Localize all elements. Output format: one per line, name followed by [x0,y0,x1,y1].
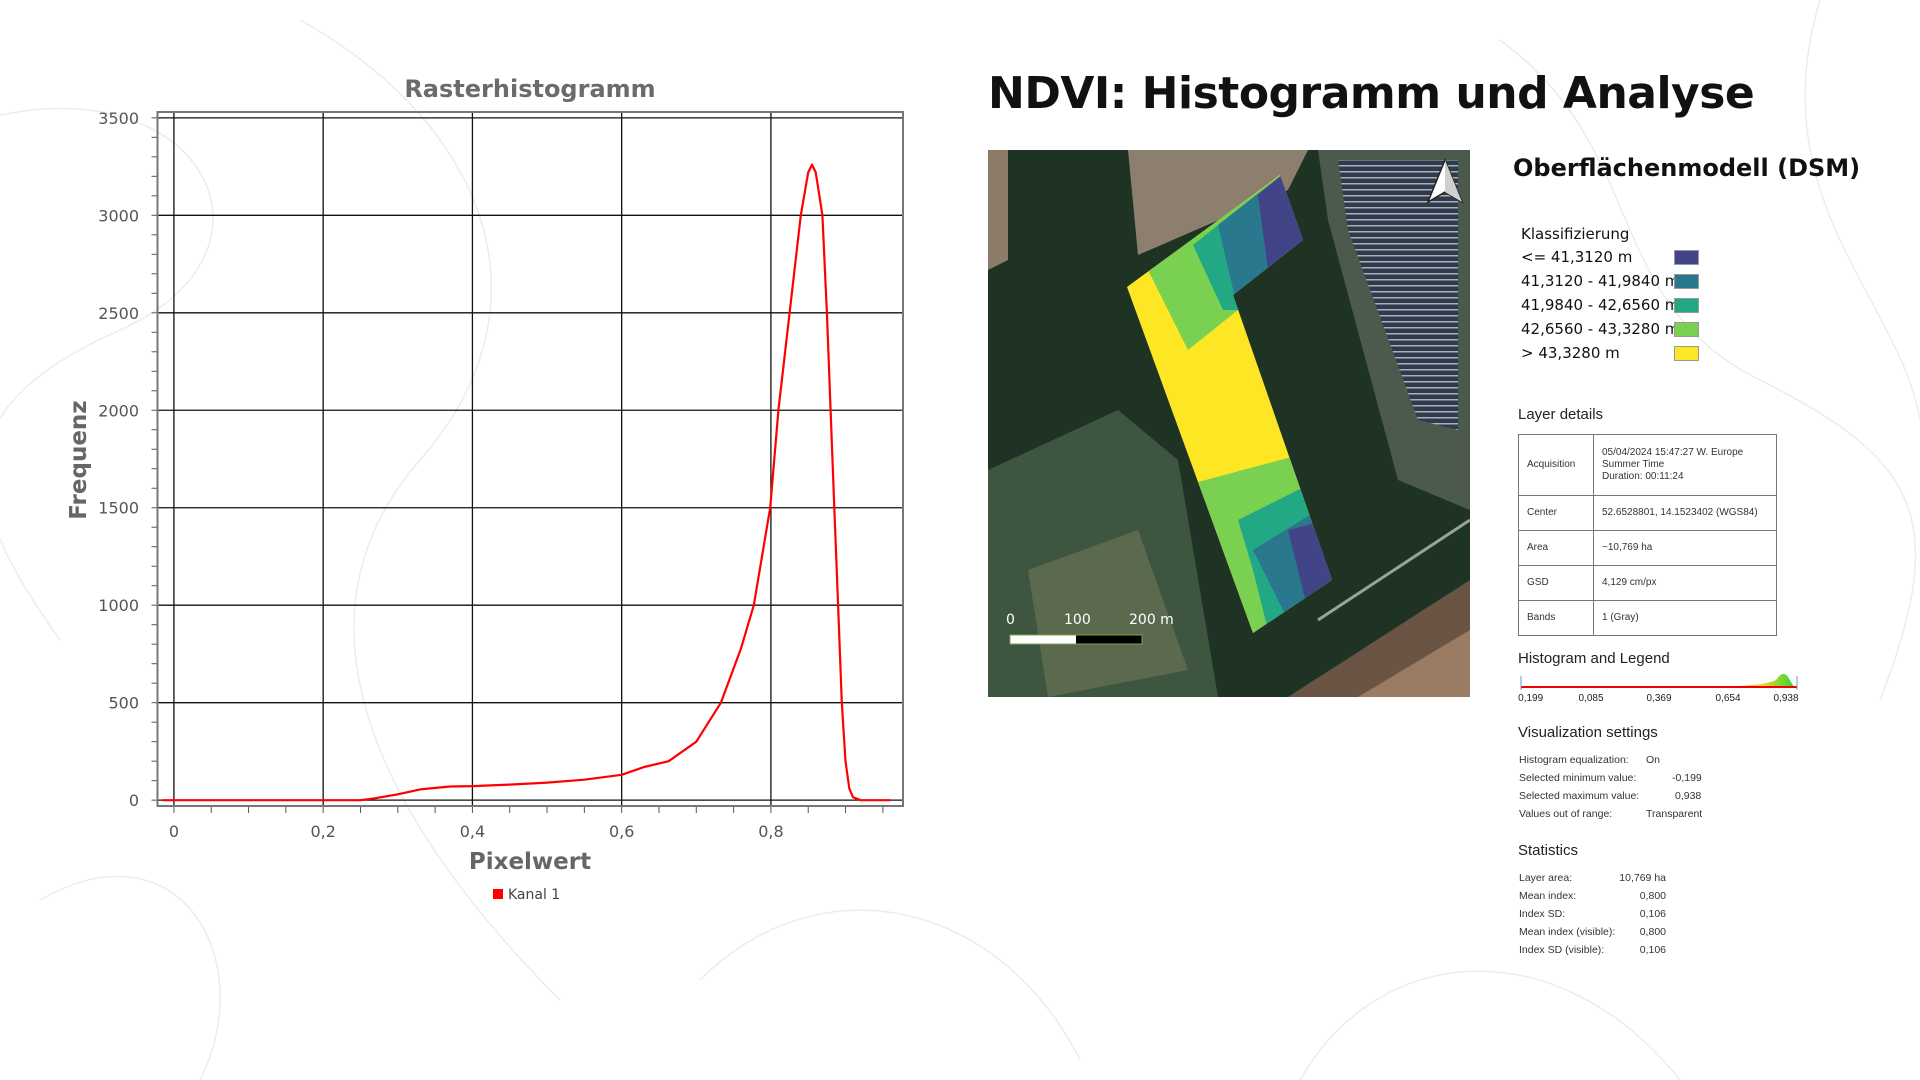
y-tick-label: 0 [129,791,139,810]
class-swatch [1674,274,1699,289]
north-arrow-icon [1426,158,1464,204]
series-layer [162,163,891,802]
row-value: ~10,769 ha [1593,530,1777,566]
y-tick-label: 2000 [98,401,139,420]
row-value: 05/04/2024 15:47:27 W. Europe Summer Time… [1593,434,1777,496]
y-tick-label: 500 [108,694,139,713]
layer-details-table: Acquisition 05/04/2024 15:47:27 W. Europe… [1518,434,1777,636]
row-key: Acquisition [1518,434,1594,496]
hist-tick: 0,654 [1715,693,1740,704]
legend-swatch-kanal-1 [493,889,503,899]
x-tick-label: 0,6 [609,822,634,841]
field-north [1128,150,1308,255]
histogram-legend-title: Histogram and Legend [1518,650,1670,667]
series-line-kanal-1 [162,163,891,802]
y-tick-label: 1000 [98,596,139,615]
scale-label-200: 200 m [1129,612,1174,628]
row-key: Area [1518,530,1594,566]
legend-class: 41,3120 - 41,9840 m [1521,272,1701,292]
legend-label-kanal-1: Kanal 1 [508,887,560,903]
statistic-row: Mean index (visible): 0,800 [1519,926,1666,938]
hist-tick: 0,369 [1646,693,1671,704]
hist-tick: 0,938 [1773,693,1798,704]
dsm-title: Oberflächenmodell (DSM) [1513,154,1861,182]
scale-label-0: 0 [1006,612,1015,628]
hist-tick: -0,199 [1518,693,1544,704]
class-swatch [1674,322,1699,337]
x-axis-label: Pixelwert [469,849,591,875]
class-swatch [1674,250,1699,265]
row-value: 4,129 cm/px [1593,565,1777,601]
statistic-row: Index SD: 0,106 [1519,908,1666,920]
table-row: Bands 1 (Gray) [1518,600,1777,636]
statistic-row: Mean index: 0,800 [1519,890,1666,902]
class-swatch [1674,298,1699,313]
y-tick-label: 2500 [98,304,139,323]
x-tick-label: 0 [169,822,179,841]
statistic-row: Layer area: 10,769 ha [1519,872,1666,884]
visualization-settings-title: Visualization settings [1518,724,1658,741]
axis-ticks: 0 0,2 0,4 0,6 0,8 0 500 1000 1500 2000 2500 3000 350… [98,109,884,841]
legend-class: 42,6560 - 43,3280 m [1521,320,1701,340]
y-tick-label: 3000 [98,206,139,225]
legend-class: 41,9840 - 42,6560 m [1521,296,1701,316]
y-axis-label: Frequenz [66,400,92,519]
class-swatch [1674,346,1699,361]
class-label: <= 41,3120 m [1521,248,1633,266]
table-row: Area ~10,769 ha [1518,530,1777,566]
class-label: > 43,3280 m [1521,344,1620,362]
chart-title: Rasterhistogramm [404,75,655,103]
solar-park [1338,160,1458,430]
statistic-row: Index SD (visible): 0,106 [1519,944,1666,956]
grid [157,112,903,806]
row-value: 52.6528801, 14.1523402 (WGS84) [1593,495,1777,531]
table-row: GSD 4,129 cm/px [1518,565,1777,601]
legend-class: <= 41,3120 m [1521,248,1701,268]
y-tick-label: 1500 [98,499,139,518]
classification-title: Klassifizierung [1521,225,1630,243]
scale-bar: 0 100 200 m [1006,612,1174,645]
hist-tick: 0,085 [1578,693,1603,704]
row-value: 1 (Gray) [1593,600,1777,636]
x-tick-label: 0,4 [460,822,485,841]
table-row: Acquisition 05/04/2024 15:47:27 W. Europe… [1518,434,1777,496]
raster-histogram-chart: Rasterhistogramm 0 0,2 0,4 0,6 0,8 0 500 1000 15… [66,75,904,903]
page-title: NDVI: Histogramm und Analyse [988,68,1755,119]
scale-label-100: 100 [1064,612,1091,628]
plot-frame [156,111,904,807]
table-row: Center 52.6528801, 14.1523402 (WGS84) [1518,495,1777,531]
row-key: Center [1518,495,1594,531]
histogram-legend-bar: -0,199 0,085 0,369 0,654 0,938 [1518,673,1799,704]
x-tick-label: 0,2 [310,822,335,841]
row-key: GSD [1518,565,1594,601]
layer-details-title: Layer details [1518,406,1604,423]
row-key: Bands [1518,600,1594,636]
legend-class: > 43,3280 m [1521,344,1701,364]
class-label: 41,3120 - 41,9840 m [1521,272,1680,290]
statistics-title: Statistics [1518,842,1579,859]
y-tick-label: 3500 [98,109,139,128]
dsm-map[interactable]: 0 100 200 m [988,150,1470,697]
class-label: 41,9840 - 42,6560 m [1521,296,1680,314]
class-label: 42,6560 - 43,3280 m [1521,320,1680,338]
x-tick-label: 0,8 [758,822,783,841]
